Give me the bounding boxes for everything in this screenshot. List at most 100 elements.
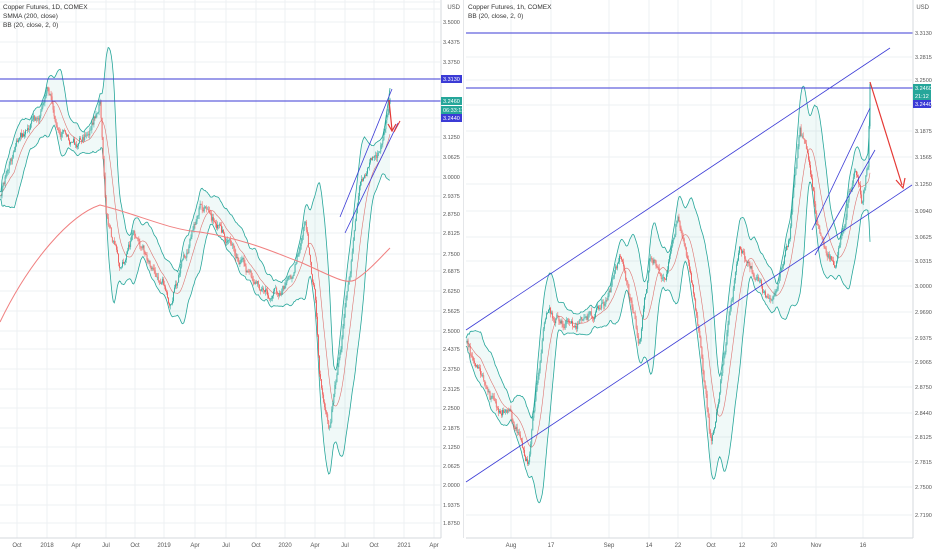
candle-body: [794, 174, 796, 185]
candle-body: [128, 244, 130, 251]
candle-body: [184, 254, 186, 258]
candle-body: [96, 113, 98, 115]
candle-body: [229, 239, 231, 241]
price-axis-0: USD3.50003.43753.37503.31303.25003.18753…: [440, 0, 464, 550]
time-tick-label: Oct: [369, 543, 379, 549]
candle-body: [820, 233, 822, 236]
candle-body: [242, 258, 244, 259]
candle-body: [55, 121, 57, 126]
candle-body: [509, 409, 511, 411]
candle-body: [60, 133, 62, 138]
candle-body: [352, 240, 354, 252]
price-tick-label: 1.8750: [443, 521, 460, 527]
time-axis-1: Aug 17 Sep 14 22 Oct 12 20 Nov 16: [466, 537, 932, 550]
candle-body: [158, 281, 160, 282]
candle-body: [291, 278, 293, 280]
candle-body: [369, 162, 370, 167]
candle-body: [632, 307, 634, 313]
candle-body: [149, 261, 151, 267]
candle-body: [213, 221, 215, 222]
price-tick-label: 3.0625: [443, 155, 460, 161]
candle-body: [679, 221, 681, 228]
candle-body: [99, 101, 101, 105]
candle-body: [196, 216, 198, 222]
candle-body: [321, 379, 322, 389]
candle-body: [268, 295, 269, 299]
candle-body: [706, 394, 708, 409]
price-label-box: [441, 75, 462, 83]
candle-body: [773, 295, 775, 297]
candle-body: [323, 394, 325, 402]
candle-body: [703, 371, 705, 382]
candle-body: [513, 421, 515, 428]
candle-body: [752, 272, 754, 275]
candle-body: [290, 275, 292, 279]
candle-body: [539, 361, 541, 371]
candle-body: [822, 237, 824, 243]
candle-body: [70, 142, 71, 145]
candle-body: [514, 427, 516, 430]
candle-body: [566, 319, 568, 321]
candle-body: [643, 308, 644, 318]
candle-body: [384, 129, 386, 132]
candle-body: [223, 229, 224, 234]
daily-bb-indicator-label[interactable]: BB (20, close, 2, 0): [3, 22, 59, 29]
candle-body: [601, 303, 603, 309]
candle-body: [150, 266, 152, 270]
candle-body: [719, 392, 721, 403]
candle-body: [825, 248, 827, 253]
time-tick-label: Jul: [222, 543, 230, 549]
candle-body: [125, 259, 126, 263]
candle-body: [700, 337, 702, 348]
candle-body: [529, 454, 531, 462]
candle-body: [22, 133, 23, 138]
candle-body: [138, 238, 140, 242]
price-tick-label: 2.8125: [915, 435, 932, 441]
candle-body: [131, 236, 133, 242]
candle-body: [851, 183, 853, 189]
bollinger-lower-band: [0, 124, 391, 475]
arrow-bounce: [393, 120, 401, 133]
candle-body: [545, 313, 547, 319]
candle-body: [584, 317, 586, 319]
candle-body: [562, 323, 564, 327]
candle-body: [776, 289, 778, 292]
hourly-bb-indicator-label[interactable]: BB (20, close, 2, 0): [468, 13, 524, 20]
candle-body: [93, 116, 95, 125]
candle-body: [779, 271, 781, 278]
candle-body: [166, 290, 167, 293]
candle-body: [65, 133, 67, 137]
candle-body: [382, 140, 384, 144]
bollinger-basis: [0, 101, 391, 407]
candle-body: [16, 140, 18, 143]
candle-body: [371, 158, 373, 161]
candle-body: [605, 300, 607, 305]
price-tick-label: 3.1250: [443, 135, 460, 141]
price-tick-label: 2.5000: [443, 329, 460, 335]
price-tick-label: 3.0940: [915, 209, 932, 215]
candle-body: [560, 320, 562, 324]
price-axis-background: [913, 0, 932, 550]
candle-body: [380, 145, 382, 152]
time-tick-label: Jul: [102, 543, 110, 549]
candle-body: [653, 259, 655, 264]
price-label-box: [913, 100, 931, 108]
candle-body: [78, 143, 80, 146]
price-tick-label: 2.4375: [443, 347, 460, 353]
candle-body: [741, 249, 742, 254]
candle-body: [365, 175, 366, 177]
candle-body: [770, 298, 772, 301]
candle-body: [127, 250, 129, 255]
candle-body: [645, 293, 646, 298]
candle-body: [667, 269, 668, 275]
candle-body: [157, 276, 159, 282]
candle-body: [569, 322, 571, 324]
candle-body: [315, 289, 316, 301]
candle-body: [659, 273, 661, 274]
time-tick-label: Aug: [506, 543, 517, 549]
candle-body: [499, 410, 500, 413]
candle-body: [755, 278, 757, 281]
candle-body: [615, 266, 617, 269]
daily-smma-indicator-label[interactable]: SMMA (200, close): [3, 13, 58, 20]
candle-body: [843, 227, 845, 230]
